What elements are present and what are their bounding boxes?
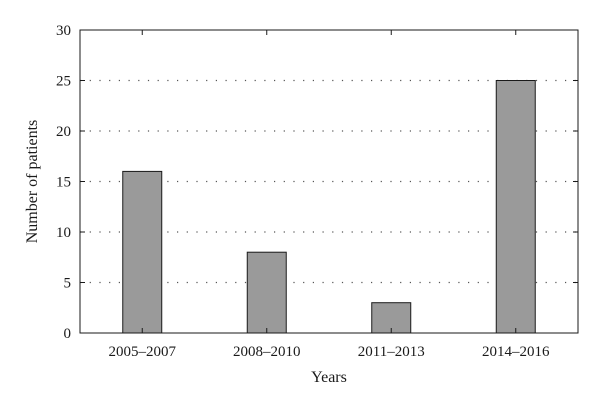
bar-4 <box>495 80 536 334</box>
bar-1 <box>122 170 163 334</box>
x-tick-label: 2014–2016 <box>482 344 550 360</box>
x-tick-label: 2005–2007 <box>109 344 177 360</box>
y-tick-label: 20 <box>56 124 71 140</box>
y-axis-ticks: 0 5 10 15 20 25 30 <box>56 23 578 342</box>
y-tick-label: 15 <box>56 175 71 191</box>
x-tick-label: 2008–2010 <box>233 344 301 360</box>
y-tick-label: 0 <box>64 326 72 342</box>
x-axis-label: Years <box>311 369 347 386</box>
y-tick-label: 25 <box>56 74 71 90</box>
x-tick-label: 2011–2013 <box>358 344 425 360</box>
y-axis-label: Number of patients <box>24 120 41 244</box>
bar-3 <box>371 302 412 334</box>
y-tick-label: 10 <box>56 225 71 241</box>
x-axis-ticks: 2005–2007 2008–2010 2011–2013 2014–2016 <box>109 30 550 360</box>
bars <box>122 80 536 334</box>
y-tick-label: 5 <box>64 276 72 292</box>
bar-2 <box>246 251 287 334</box>
y-tick-label: 30 <box>56 23 71 39</box>
